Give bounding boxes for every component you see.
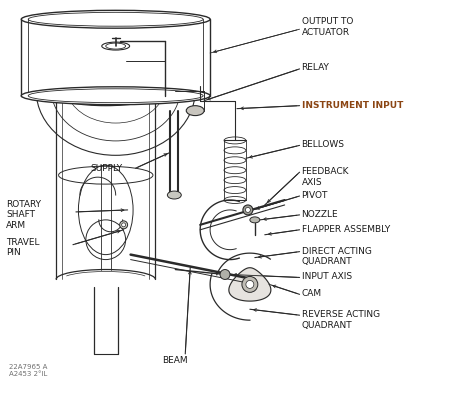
Ellipse shape <box>250 217 260 223</box>
Text: NOZZLE: NOZZLE <box>302 210 338 219</box>
Ellipse shape <box>21 87 210 105</box>
Ellipse shape <box>186 106 204 116</box>
Polygon shape <box>229 268 271 301</box>
Text: BELLOWS: BELLOWS <box>302 140 344 150</box>
Text: REVERSE ACTING
QUADRANT: REVERSE ACTING QUADRANT <box>302 310 379 330</box>
Circle shape <box>246 280 254 288</box>
Text: OUTPUT TO
ACTUATOR: OUTPUT TO ACTUATOR <box>302 17 353 37</box>
Text: INPUT AXIS: INPUT AXIS <box>302 272 352 282</box>
Text: FEEDBACK
AXIS: FEEDBACK AXIS <box>302 167 349 187</box>
Circle shape <box>245 208 250 212</box>
Text: DIRECT ACTING
QUADRANT: DIRECT ACTING QUADRANT <box>302 247 371 266</box>
Text: TRAVEL
PIN: TRAVEL PIN <box>6 238 40 257</box>
Text: PIVOT: PIVOT <box>302 191 328 200</box>
Text: FLAPPER ASSEMBLY: FLAPPER ASSEMBLY <box>302 225 390 234</box>
Text: RELAY: RELAY <box>302 63 329 72</box>
Text: BEAM: BEAM <box>162 356 188 365</box>
Text: SUPPLY: SUPPLY <box>91 164 123 173</box>
Ellipse shape <box>102 42 130 50</box>
Circle shape <box>121 223 126 227</box>
Circle shape <box>220 270 230 280</box>
Text: 22A7965 A
A2453 2°IL: 22A7965 A A2453 2°IL <box>10 364 48 377</box>
Text: ROTARY
SHAFT
ARM: ROTARY SHAFT ARM <box>6 200 41 230</box>
Circle shape <box>243 205 253 215</box>
Ellipse shape <box>167 191 181 199</box>
Text: CAM: CAM <box>302 289 322 298</box>
Text: INSTRUMENT INPUT: INSTRUMENT INPUT <box>302 101 403 110</box>
Circle shape <box>242 276 258 292</box>
Circle shape <box>120 221 127 229</box>
